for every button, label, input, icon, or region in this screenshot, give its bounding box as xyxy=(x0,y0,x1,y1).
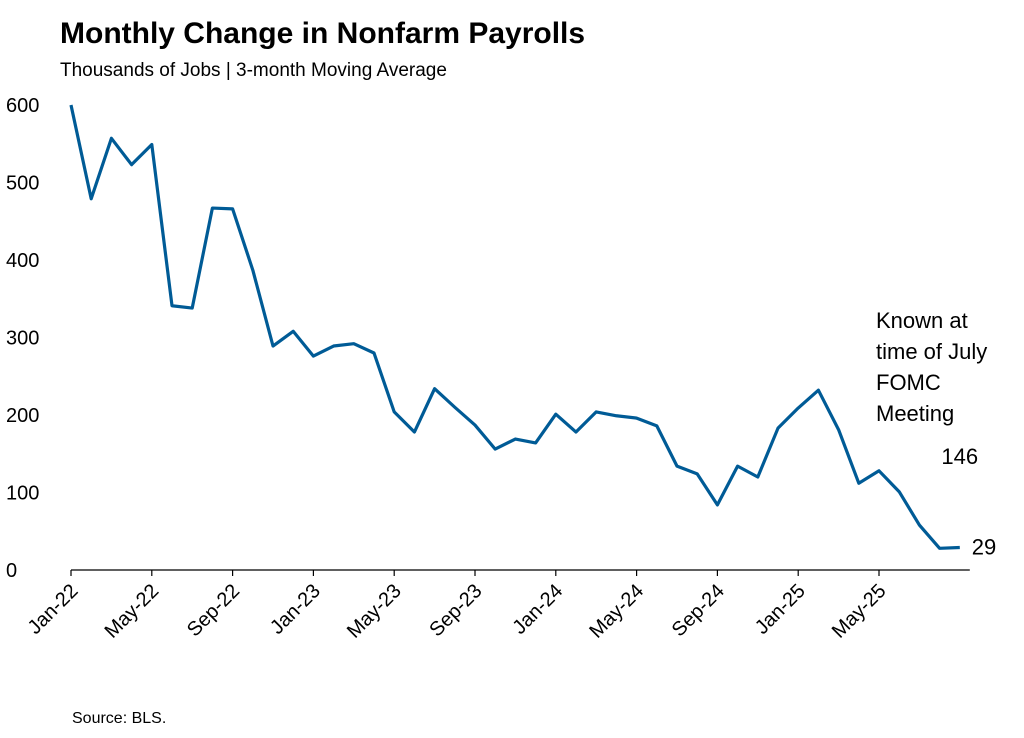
x-tick-label: Jan-25 xyxy=(751,580,810,639)
x-tick-label: Jan-24 xyxy=(509,580,568,639)
y-tick-label: 100 xyxy=(6,483,39,505)
y-tick-label: 300 xyxy=(6,328,39,350)
annotation: Meeting xyxy=(876,401,954,426)
data-label: 29 xyxy=(972,535,996,560)
annotation: Known at xyxy=(876,308,968,333)
x-tick-label: Sep-24 xyxy=(668,580,729,641)
annotation: FOMC xyxy=(876,370,941,395)
data-label: 146 xyxy=(941,444,978,469)
chart-title: Monthly Change in Nonfarm Payrolls xyxy=(60,17,585,50)
x-tick-label: Sep-23 xyxy=(425,580,486,641)
annotation: time of July xyxy=(876,339,987,364)
x-tick-label: May-25 xyxy=(828,580,891,643)
y-tick-label: 200 xyxy=(6,405,39,427)
line-series xyxy=(69,104,960,550)
y-tick-label: 0 xyxy=(6,560,17,582)
y-tick-label: 600 xyxy=(6,95,39,117)
x-tick-label: May-23 xyxy=(343,580,406,643)
x-tick-label: May-22 xyxy=(101,580,164,643)
x-tick-label: May-24 xyxy=(585,580,648,643)
source: Source: BLS. xyxy=(72,710,166,727)
x-tick-label: Jan-22 xyxy=(24,580,83,639)
chart-subtitle: Thousands of Jobs | 3-month Moving Avera… xyxy=(60,60,447,81)
y-tick-label: 500 xyxy=(6,173,39,195)
x-tick-label: Sep-22 xyxy=(183,580,244,641)
x-tick-label: Jan-23 xyxy=(266,580,325,639)
y-tick-label: 400 xyxy=(6,250,39,272)
